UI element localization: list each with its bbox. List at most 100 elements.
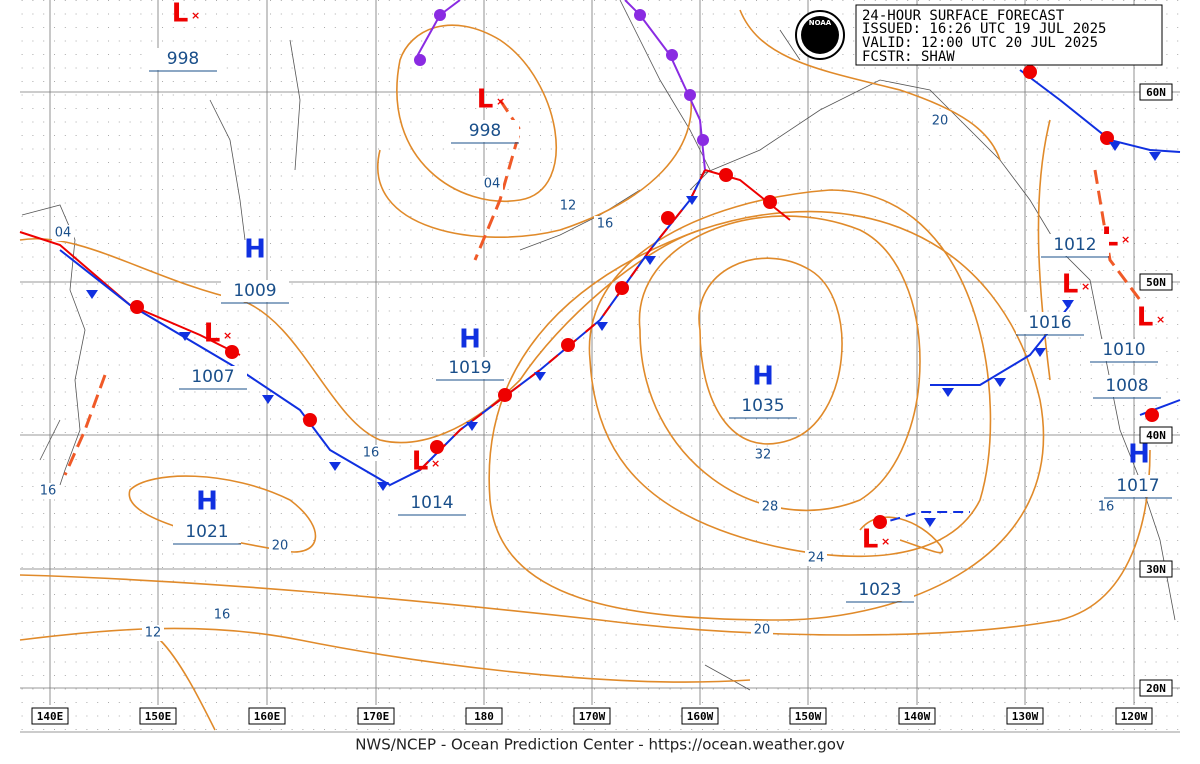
footer: NWS/NCEP - Ocean Prediction Center - htt… bbox=[355, 736, 845, 754]
isobar-label-bg bbox=[759, 499, 781, 515]
lon-label: 180 bbox=[474, 710, 494, 723]
lat-label-box bbox=[1139, 426, 1173, 444]
low-x: × bbox=[431, 457, 440, 470]
high-symbol: H bbox=[752, 362, 774, 392]
cold-front-barb bbox=[1062, 300, 1074, 309]
lon-label-box bbox=[1115, 707, 1153, 725]
cold-front-barb bbox=[466, 422, 478, 431]
noaa-logo-inner bbox=[801, 16, 839, 54]
isobar-label-bg bbox=[752, 447, 774, 463]
low-pressure: 1010 bbox=[1102, 340, 1145, 360]
isobar-label-bg bbox=[481, 176, 503, 192]
warm-front-bead bbox=[225, 345, 239, 359]
isobar-label: 16 bbox=[1098, 500, 1115, 515]
low-symbol: L bbox=[172, 0, 189, 29]
cold-front-barb bbox=[1109, 142, 1121, 151]
isobar-label-bg bbox=[557, 198, 579, 214]
cold-front-barb bbox=[534, 372, 546, 381]
isobar-label-bg bbox=[929, 113, 951, 129]
warm-front-bead bbox=[719, 168, 733, 182]
header: NOAA 24-HOUR SURFACE FORECAST ISSUED: 16… bbox=[795, 4, 1163, 66]
isobar-label: 16 bbox=[363, 446, 380, 461]
header-issued: ISSUED: 16:26 UTC 19 JUL 2025 bbox=[862, 21, 1106, 37]
lon-label: 130W bbox=[1012, 710, 1039, 723]
cold-front-barb bbox=[686, 196, 698, 205]
stationary-front bbox=[874, 511, 970, 526]
high-pressure-box bbox=[173, 521, 241, 543]
warm-front-bead bbox=[1145, 408, 1159, 422]
trough bbox=[1093, 169, 1142, 301]
isobar-label: 12 bbox=[560, 199, 577, 214]
warm-front-bead bbox=[498, 388, 512, 402]
pressure-label-box bbox=[1093, 375, 1161, 397]
header-title: 24-HOUR SURFACE FORECAST bbox=[862, 8, 1065, 24]
header-valid: VALID: 12:00 UTC 20 JUL 2025 bbox=[862, 35, 1098, 51]
low-pressure: 1023 bbox=[858, 580, 901, 600]
warm-front-bead bbox=[615, 281, 629, 295]
high-pressure-box bbox=[436, 357, 504, 379]
cold-front-barb bbox=[1034, 348, 1046, 357]
low-pressure: 1007 bbox=[191, 367, 234, 387]
isobar-label-bg bbox=[269, 538, 291, 554]
warm-front-bead bbox=[1100, 131, 1114, 145]
cold-front-barb bbox=[994, 378, 1006, 387]
isobar-label: 16 bbox=[40, 484, 57, 499]
isobar-label-bg bbox=[211, 607, 233, 623]
isobar-label-bg bbox=[594, 216, 616, 232]
isobar-label: 12 bbox=[145, 626, 162, 641]
low-pressure: 998 bbox=[167, 49, 199, 69]
lat-label: 50N bbox=[1146, 276, 1166, 289]
low-pressure: 998 bbox=[469, 121, 501, 141]
cold-front-barb bbox=[179, 332, 191, 341]
low-x: × bbox=[1156, 313, 1165, 326]
lon-label: 160E bbox=[254, 710, 281, 723]
low-pressure-box bbox=[846, 579, 914, 601]
lon-label: 140W bbox=[904, 710, 931, 723]
warm-front-bead bbox=[303, 413, 317, 427]
lon-label-box bbox=[465, 707, 503, 725]
cold-front-barb bbox=[377, 482, 389, 491]
isobar-label-bg bbox=[1095, 499, 1117, 515]
lat-label-box bbox=[1139, 273, 1173, 291]
low-pressure-box bbox=[149, 48, 217, 70]
lon-label: 170W bbox=[579, 710, 606, 723]
isobar-label-bg bbox=[37, 483, 59, 499]
lat-label-box bbox=[1139, 83, 1173, 101]
lon-label-box bbox=[1006, 707, 1044, 725]
lon-label-box bbox=[681, 707, 719, 725]
warm-front-bead bbox=[1023, 65, 1037, 79]
trough bbox=[473, 99, 522, 261]
cold-front-barb bbox=[942, 388, 954, 397]
low-pressure-box bbox=[1016, 312, 1084, 334]
isobar-label: 28 bbox=[762, 500, 779, 515]
high-symbol: H bbox=[196, 487, 218, 517]
lon-label-box bbox=[248, 707, 286, 725]
isobar-label-bg bbox=[751, 622, 773, 638]
low-symbol: L bbox=[477, 85, 494, 115]
isobar-label: 16 bbox=[214, 608, 231, 623]
cold-front-barb bbox=[329, 462, 341, 471]
high-pressure-box bbox=[221, 280, 289, 302]
isobar-label: 24 bbox=[808, 551, 825, 566]
front-symbols bbox=[86, 9, 1161, 529]
warm-front-bead bbox=[130, 300, 144, 314]
lat-label-box bbox=[1139, 560, 1173, 578]
low-x: × bbox=[881, 535, 890, 548]
low-pressure: 1016 bbox=[1028, 313, 1071, 333]
high-pressure: 1035 bbox=[741, 396, 784, 416]
low-pressure-box bbox=[1041, 234, 1109, 256]
isobar-label-bg bbox=[360, 445, 382, 461]
occluded-bead bbox=[414, 54, 426, 66]
isobar-label: 16 bbox=[597, 217, 614, 232]
low-symbol: L bbox=[862, 525, 879, 555]
lon-label: 150W bbox=[795, 710, 822, 723]
low-pressure-box bbox=[1090, 339, 1158, 361]
low-symbol: L bbox=[204, 319, 221, 349]
isobar-label: 20 bbox=[932, 114, 949, 129]
high-pressure: 1021 bbox=[185, 522, 228, 542]
cold-front-barb bbox=[924, 518, 936, 527]
isobar-label: 20 bbox=[754, 623, 771, 638]
lon-label: 170E bbox=[363, 710, 390, 723]
pressure-label: 1008 bbox=[1105, 376, 1148, 396]
trough bbox=[63, 374, 107, 476]
